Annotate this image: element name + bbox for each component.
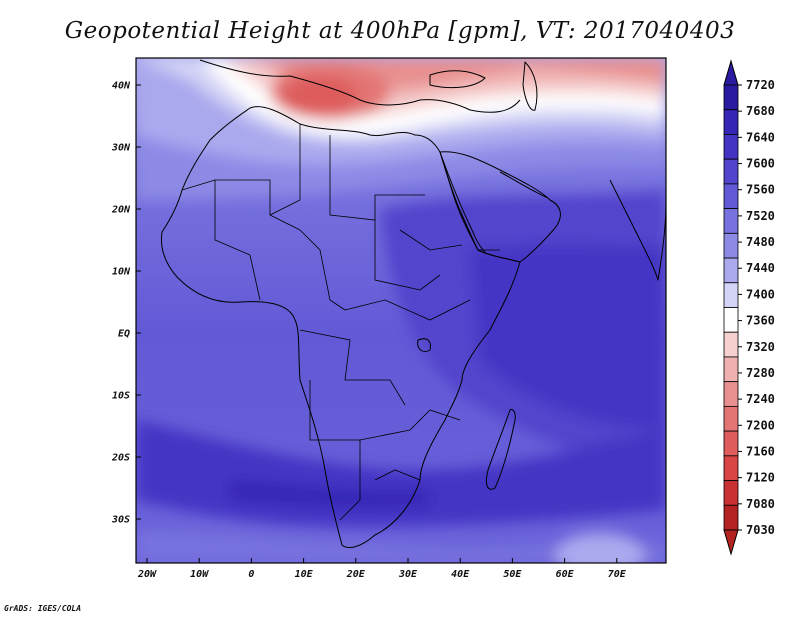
lat-tick-label: 10N (112, 267, 131, 278)
longitude-axis: 20W 10W 0 10E 20E 30E 40E 50E 60E 70E (137, 558, 627, 580)
colorbar-label: 7160 (746, 444, 775, 458)
lat-tick-label: EQ (118, 329, 130, 340)
colorbar-label: 7080 (746, 497, 775, 511)
arabia-coastline (439, 151, 561, 263)
colorbar-segment (723, 430, 739, 457)
plot-frame (135, 57, 667, 564)
colorbar-label: 7560 (746, 183, 775, 197)
colorbar-label: 7600 (746, 157, 775, 171)
india-coastline (609, 179, 666, 281)
colorbar-segment (723, 307, 739, 333)
colorbar-segment (723, 232, 739, 259)
colorbar-segment (723, 405, 739, 432)
europe-coast (199, 59, 521, 113)
colorbar-label: 7680 (746, 104, 775, 118)
grads-credit: GrADS: IGES/COLA (4, 604, 82, 613)
colorbar-label: 7320 (746, 340, 775, 354)
lon-tick-label: 40E (451, 569, 470, 580)
lat-tick-label: 30N (111, 143, 131, 154)
colorbar-label: 7440 (746, 261, 775, 275)
lake-victoria (417, 338, 431, 353)
lat-tick-label: 20S (111, 453, 130, 464)
lon-tick-label: 0 (248, 569, 254, 580)
map-title: Geopotential Height at 400hPa [gpm], VT:… (64, 18, 736, 44)
lat-tick-label: 10S (112, 391, 130, 402)
colorbar-segment (723, 381, 739, 407)
lon-tick-label: 50E (503, 569, 522, 580)
madagascar (485, 409, 516, 490)
country-borders (181, 124, 500, 521)
height-field (136, 58, 666, 563)
lat-tick-label: 20N (111, 205, 131, 216)
colorbar-segment (723, 331, 739, 358)
red-sea-w (439, 151, 486, 253)
colorbar-top-arrow (723, 59, 739, 86)
colorbar-label: 7360 (746, 314, 775, 328)
lon-tick-label: 10E (295, 569, 314, 580)
colorbar-bottom-arrow (723, 529, 739, 556)
lat-tick-label: 30S (111, 515, 130, 526)
colorbar-label: 7720 (746, 78, 775, 92)
colorbar-segment (723, 455, 739, 481)
lon-tick-label: 10W (190, 569, 209, 580)
colorbar-label: 7640 (746, 130, 775, 144)
colorbar-segment (723, 282, 739, 308)
lon-tick-label: 70E (608, 569, 627, 580)
africa-coastline (160, 106, 521, 548)
colorbar-label: 7200 (746, 418, 775, 432)
colorbar-segment (723, 183, 739, 210)
colorbar-segment (723, 84, 739, 111)
colorbar-label: 7400 (746, 287, 775, 301)
colorbar-segment (723, 158, 739, 185)
caspian (522, 61, 538, 111)
colorbar-segment (723, 356, 739, 383)
lon-tick-label: 20W (137, 569, 157, 580)
colorbar: 7720 7680 7640 7600 7560 7520 7480 7440 7400 7360… (723, 59, 775, 556)
lat-tick-label: 40N (112, 81, 131, 92)
colorbar-label: 7120 (746, 471, 775, 485)
lon-tick-label: 60E (556, 569, 575, 580)
colorbar-segment (723, 480, 739, 506)
latitude-axis: 40N 30N 20N 10N EQ 10S 20S 30S (111, 81, 141, 526)
colorbar-label: 7520 (746, 209, 775, 223)
colorbar-segment (723, 134, 739, 160)
black-sea (429, 70, 486, 89)
colorbar-segment (723, 109, 739, 135)
coastlines (160, 59, 666, 548)
colorbar-segment (723, 257, 739, 284)
colorbar-segment (723, 208, 739, 234)
lon-tick-label: 20E (346, 569, 366, 580)
lon-tick-label: 30E (398, 569, 418, 580)
colorbar-label: 7030 (746, 523, 775, 537)
colorbar-label: 7280 (746, 366, 775, 380)
colorbar-segment (723, 504, 739, 531)
colorbar-label: 7240 (746, 392, 775, 406)
persian-gulf (499, 171, 549, 199)
colorbar-label: 7480 (746, 235, 775, 249)
